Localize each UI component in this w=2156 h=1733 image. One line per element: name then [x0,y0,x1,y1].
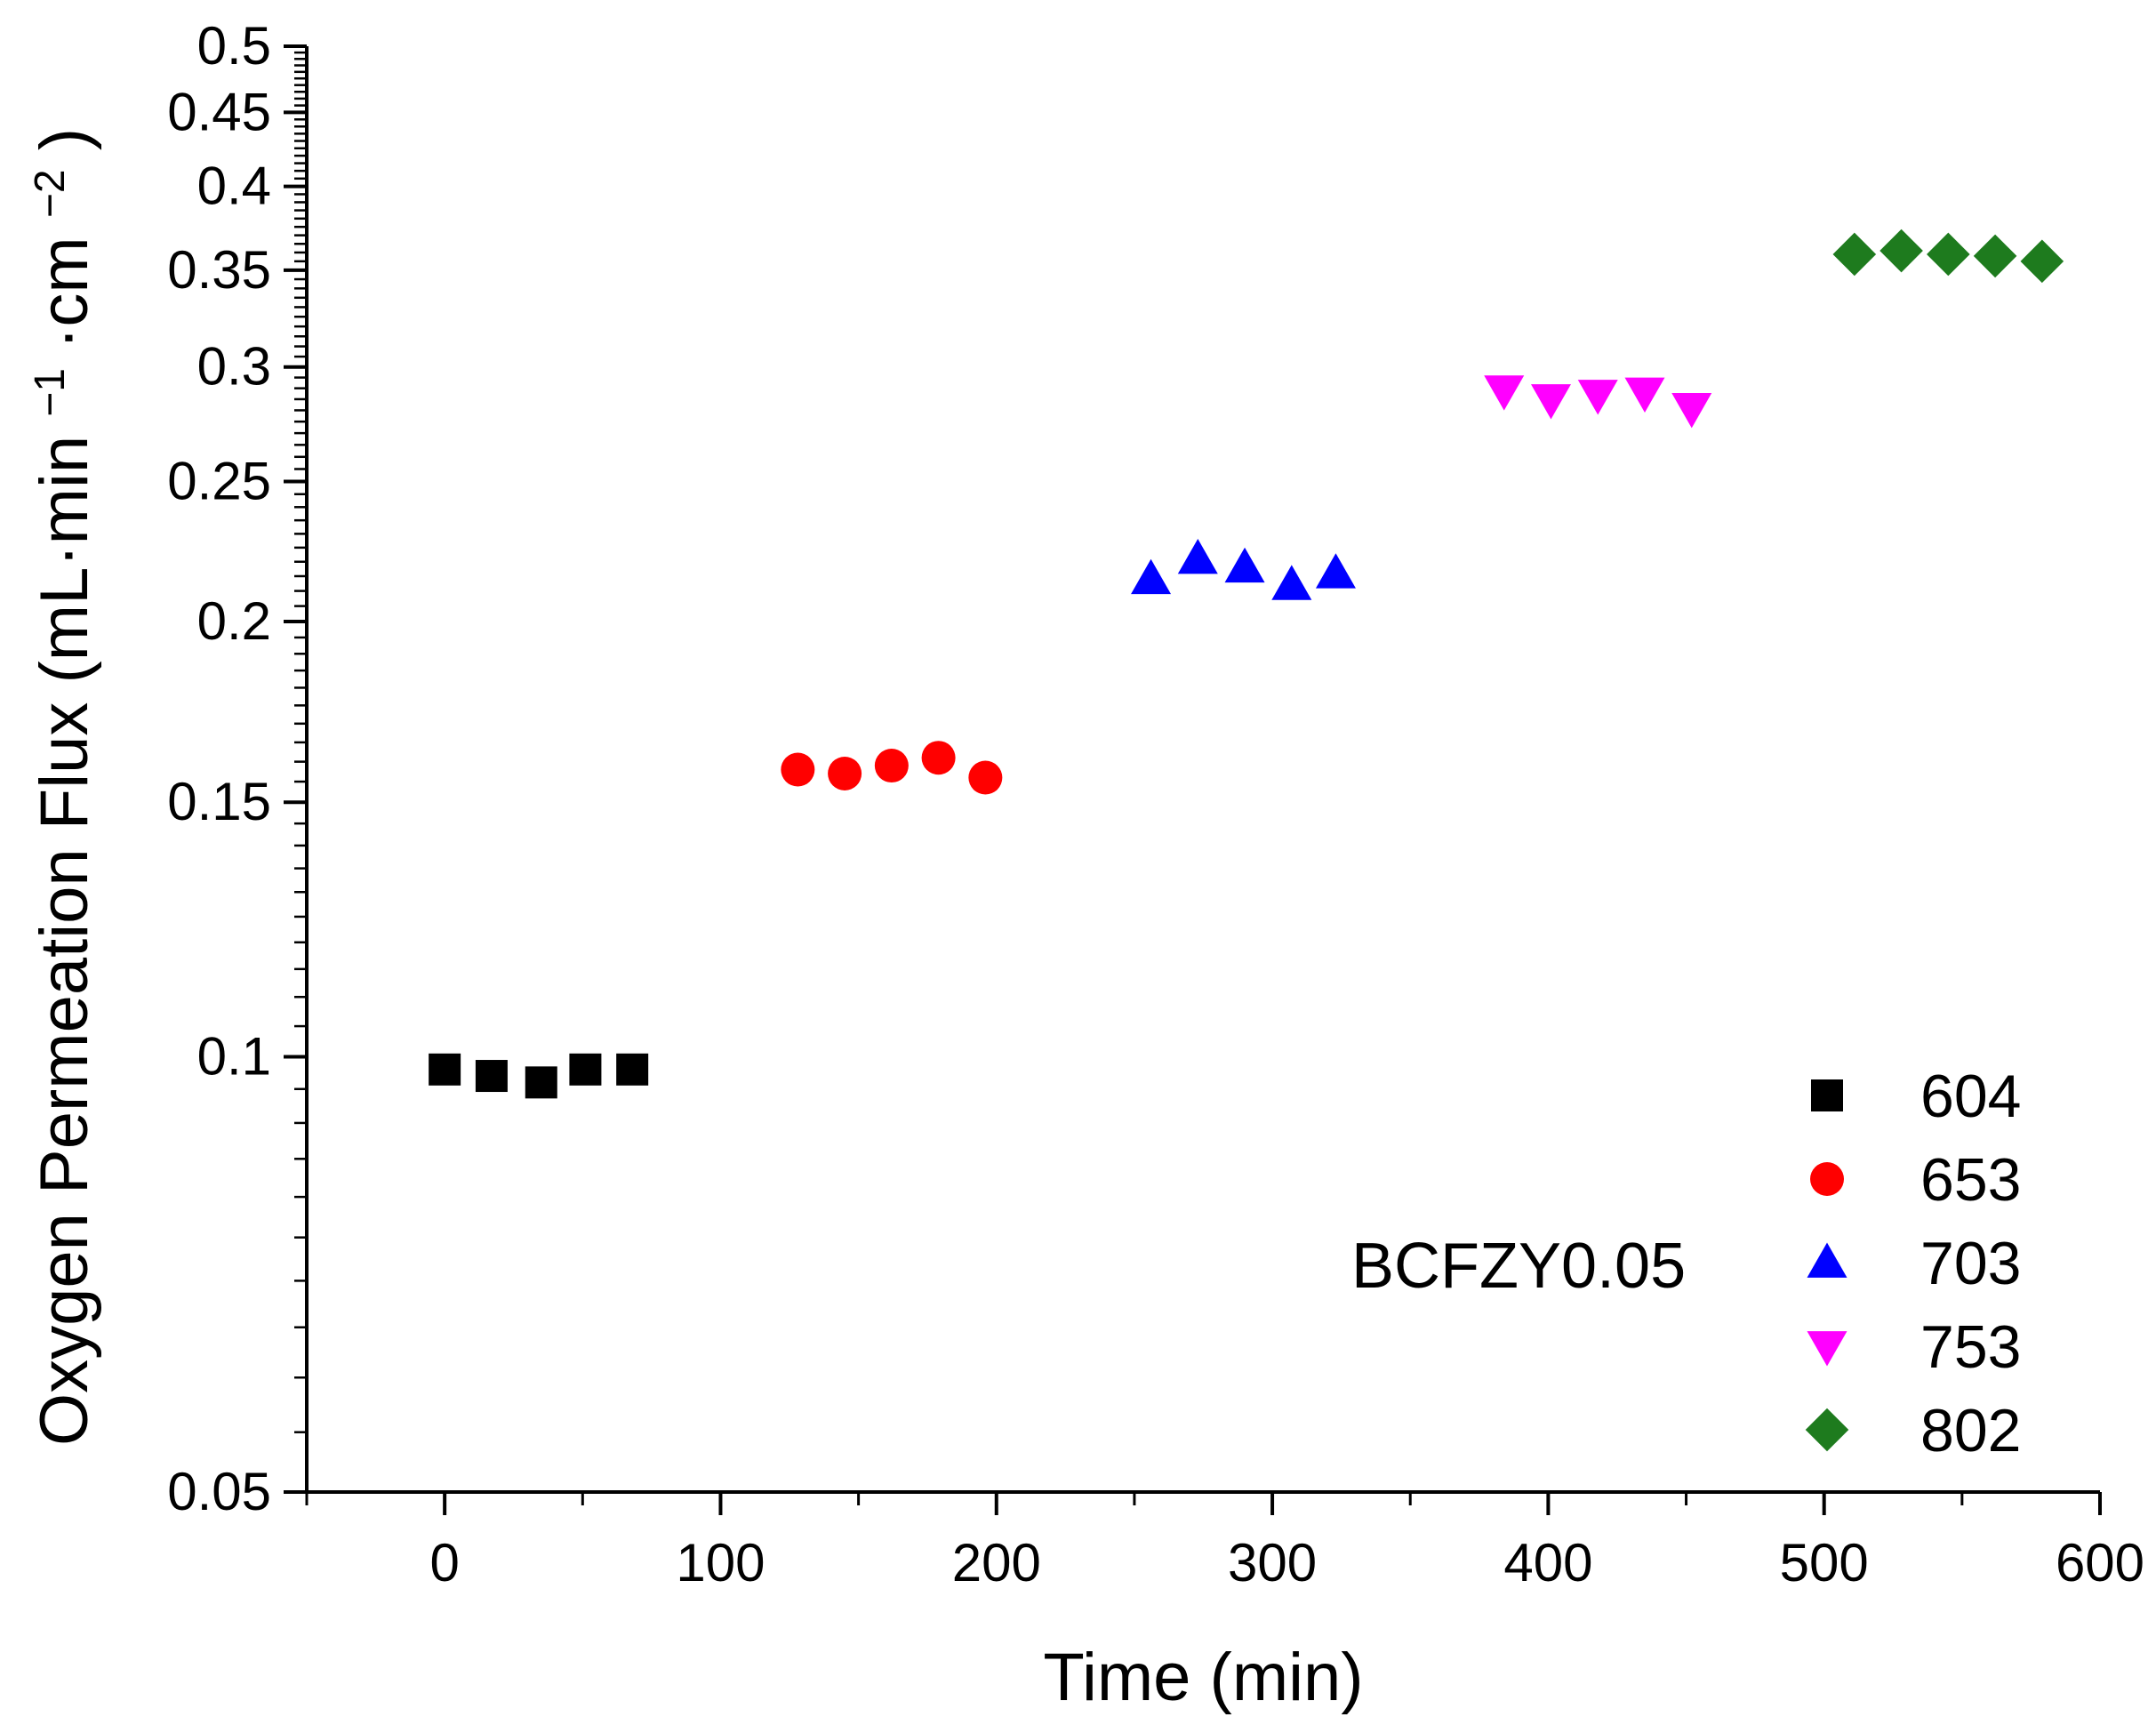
y-tick-label: 0.4 [197,156,271,216]
y-tick-label: 0.5 [197,16,271,76]
legend-marker-753 [1807,1331,1847,1367]
x-tick-label: 100 [676,1533,765,1593]
legend-label-604: 604 [1920,1063,2021,1130]
data-point-753 [1530,384,1571,420]
data-point-753 [1671,393,1712,429]
y-tick-label: 0.45 [167,82,271,141]
y-axis-title-main: Oxygen Permeation Flux (mL·min [27,436,102,1446]
series-604 [429,1053,649,1099]
data-point-604 [616,1053,649,1086]
legend-label-653: 653 [1920,1146,2021,1214]
y-tick-label: 0.15 [167,772,271,831]
legend-marker-703 [1807,1242,1847,1278]
data-point-703 [1131,558,1172,595]
y-axis-title-superscript-2: −2 [27,169,74,218]
data-point-653 [828,756,862,790]
x-axis-title: Time (min) [1043,1640,1363,1715]
y-tick-label: 0.05 [167,1462,271,1521]
data-point-703 [1177,539,1218,574]
x-tick-label: 200 [952,1533,1041,1593]
y-tick-label: 0.1 [197,1027,271,1087]
ticks-layer: 0 100 200 300 400 500 600 0.05 0.1 0.15 0.2 0.25 0.3… [167,16,2144,1593]
series-653 [781,741,1003,795]
data-point-604 [475,1060,508,1093]
x-tick-label: 0 [429,1533,459,1593]
data-marks [429,229,2064,1099]
data-point-653 [921,741,956,775]
data-point-753 [1484,375,1525,411]
x-tick-label: 500 [1780,1533,1869,1593]
data-point-802 [1832,232,1877,277]
data-point-703 [1315,553,1356,589]
y-axis-title-close: ) [27,128,102,150]
y-axis-title-middle: ·cm [27,237,102,349]
data-point-653 [874,749,909,783]
legend-marker-802 [1805,1408,1849,1452]
series-802 [1832,229,2064,284]
y-tick-label: 0.2 [197,591,271,651]
data-point-604 [569,1053,602,1086]
data-point-703 [1271,565,1312,600]
legend-marker-653 [1810,1162,1844,1196]
y-tick-label: 0.3 [197,337,271,397]
data-point-604 [525,1066,557,1099]
y-tick-label: 0.25 [167,451,271,510]
legend: 604 653 703 753 802 [1805,1063,2021,1464]
y-axis-title-superscript-1: −1 [27,368,74,417]
y-tick-label: 0.35 [167,240,271,300]
data-point-802 [1927,232,1970,277]
data-point-604 [429,1053,461,1086]
legend-label-802: 802 [1920,1397,2021,1464]
sample-annotation: BCFZY0.05 [1351,1231,1686,1302]
data-point-753 [1624,377,1665,413]
y-axis-title: Oxygen Permeation Flux (mL·min −1 ·cm −2… [27,128,103,1446]
data-point-653 [968,760,1003,795]
data-point-802 [1879,229,1923,273]
data-point-753 [1577,380,1618,415]
x-tick-label: 400 [1503,1533,1592,1593]
data-point-802 [2020,239,2064,284]
x-tick-label: 600 [2056,1533,2144,1593]
data-point-653 [781,752,815,787]
data-point-703 [1224,547,1265,583]
legend-label-753: 753 [1920,1313,2021,1381]
legend-marker-604 [1811,1079,1843,1111]
x-tick-label: 300 [1228,1533,1317,1593]
series-753 [1484,375,1712,429]
legend-label-703: 703 [1920,1230,2021,1297]
data-point-802 [1973,234,2017,278]
axes-layer [305,46,2100,1494]
series-703 [1131,539,1356,600]
